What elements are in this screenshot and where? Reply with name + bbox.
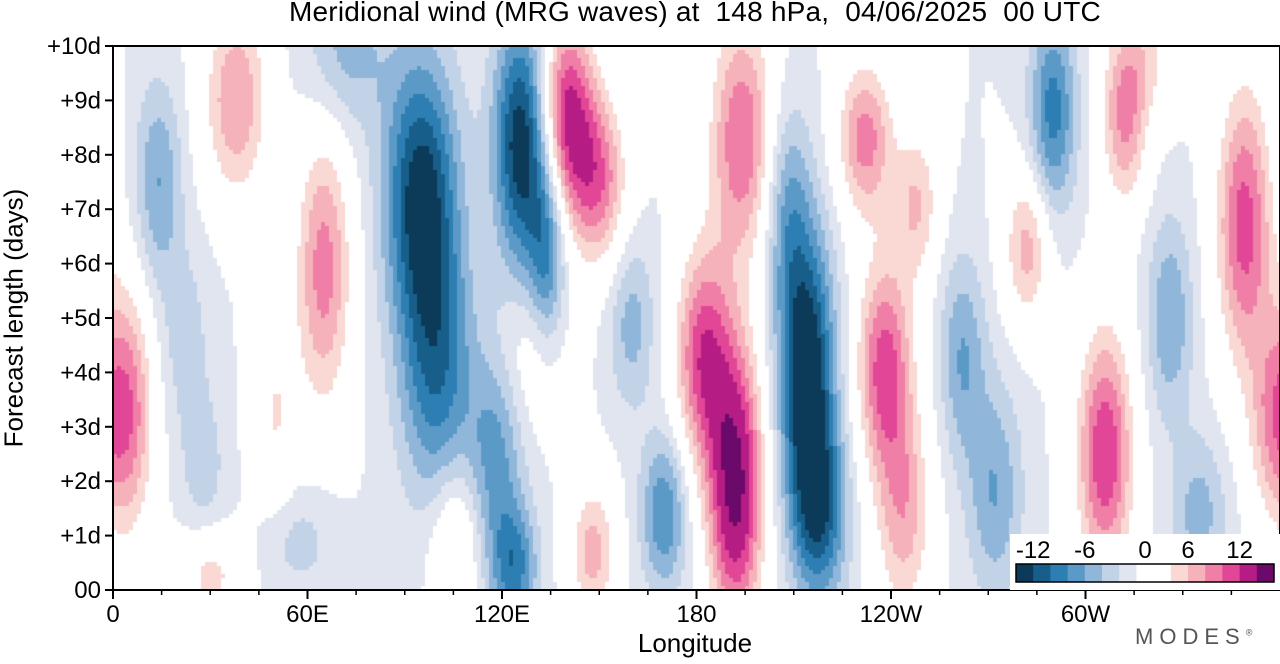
colorbar-swatch (1239, 564, 1258, 582)
y-tick-label: +10d (47, 33, 101, 60)
colorbar-swatch (1050, 564, 1069, 582)
colorbar-swatch (1256, 564, 1275, 582)
x-tick-label: 180 (676, 601, 716, 628)
y-tick-label: +1d (60, 523, 101, 550)
brand-logo: MODES® (1135, 624, 1252, 650)
y-tick-label: +9d (60, 87, 101, 114)
colorbar-swatch (1119, 564, 1137, 582)
y-axis-label: Forecast length (days) (0, 188, 29, 448)
colorbar-swatch (1067, 564, 1086, 582)
colorbar-swatch (1188, 564, 1206, 582)
colorbar-tick-label: 0 (1138, 537, 1151, 564)
colorbar-tick-label: -12 (1016, 537, 1051, 564)
y-tick-label: +7d (60, 196, 101, 223)
colorbar-swatch (1084, 564, 1103, 582)
x-tick-label: 120W (860, 601, 923, 628)
x-axis: 0 60E 120E 180 120W 60W (106, 590, 1233, 628)
colorbar-swatch (1205, 564, 1223, 582)
y-tick-label: +8d (60, 142, 101, 169)
colorbar-tick-label: 6 (1181, 537, 1194, 564)
x-tick-label: 60E (286, 601, 329, 628)
y-tick-label: 00 (74, 577, 101, 604)
colorbar-tick-label: 12 (1226, 537, 1253, 564)
y-tick-label: +5d (60, 305, 101, 332)
x-axis-label: Longitude (637, 628, 753, 658)
x-tick-label: 0 (106, 601, 119, 628)
colorbar-tick-label: -6 (1074, 537, 1095, 564)
colorbar-swatch (1136, 564, 1155, 582)
colorbar-swatch (1102, 564, 1120, 582)
colorbar-swatch (1033, 564, 1051, 582)
colorbar-swatch (1153, 564, 1172, 582)
brand-name: MODES (1135, 624, 1246, 649)
brand-registered-mark: ® (1245, 627, 1253, 638)
contour-field (113, 46, 1280, 590)
colorbar: -12 -6 0 6 12 (1010, 534, 1280, 590)
colorbar-swatch (1016, 564, 1034, 582)
y-tick-label: +4d (60, 359, 101, 386)
y-tick-label: +6d (60, 251, 101, 278)
colorbar-swatch (1222, 564, 1241, 582)
colorbar-swatch (1170, 564, 1189, 582)
x-tick-label: 120E (474, 601, 530, 628)
x-tick-label: 60W (1061, 601, 1111, 628)
colorbar-frame (1015, 563, 1275, 583)
y-axis: 00 +1d +2d +3d +4d +5d +6d +7d +8d +9d +10d (47, 33, 113, 604)
y-tick-label: +2d (60, 468, 101, 495)
y-tick-label: +3d (60, 414, 101, 441)
contour-fill (113, 46, 1280, 590)
chart-title: Meridional wind (MRG waves) at 148 hPa, … (289, 0, 1101, 27)
